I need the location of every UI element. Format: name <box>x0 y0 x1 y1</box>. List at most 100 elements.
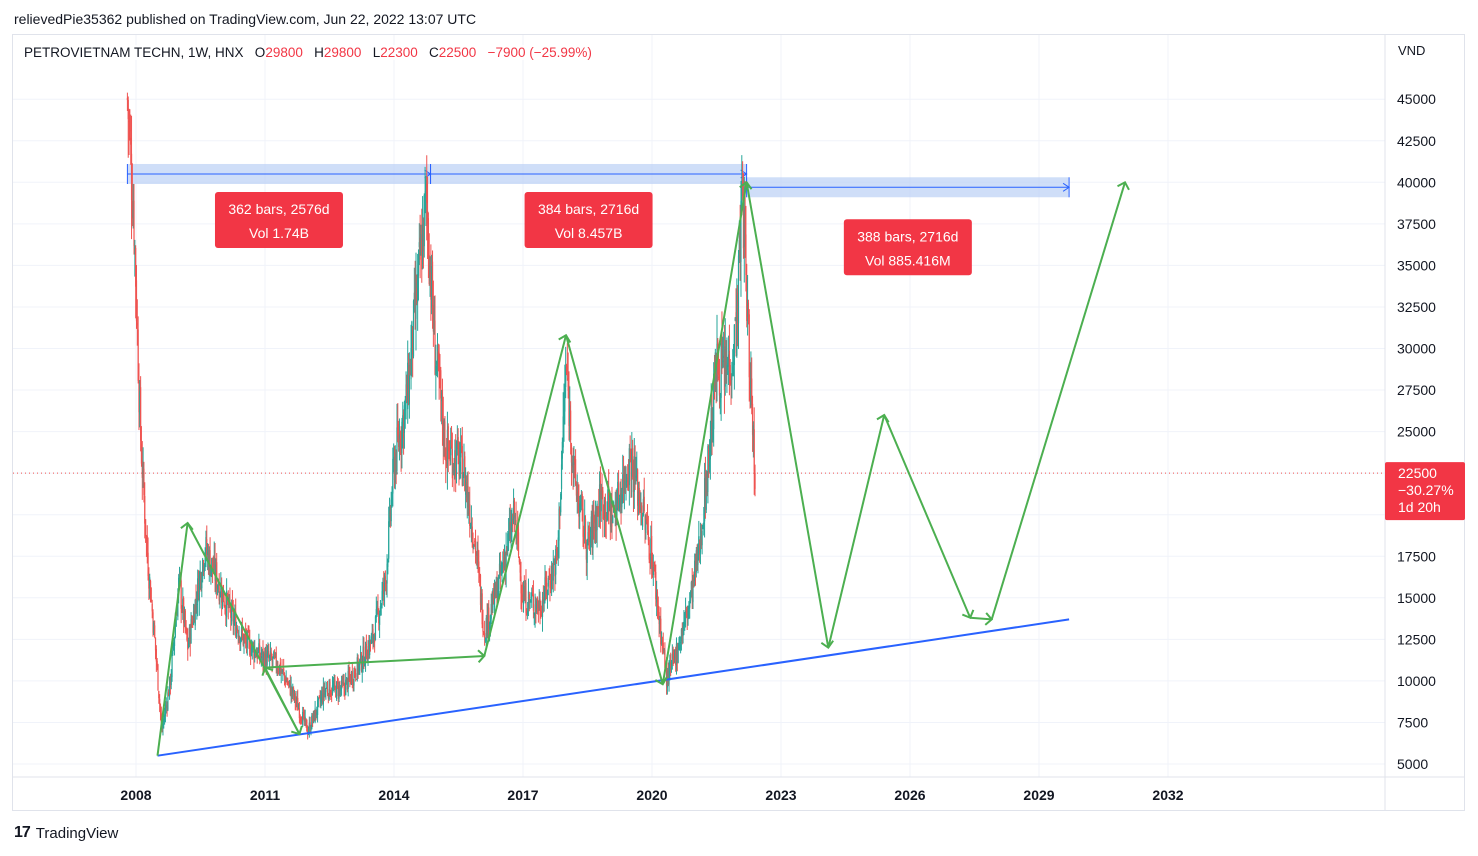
candle-body <box>628 448 630 486</box>
candle-body <box>144 496 146 524</box>
candle-body <box>608 502 611 504</box>
candle-body <box>332 686 334 688</box>
y-tick-label: 30000 <box>1397 341 1436 357</box>
candle-body <box>221 588 223 603</box>
candle-body <box>287 682 289 684</box>
range-volume-text: Vol 1.74B <box>249 225 309 241</box>
candle-body <box>475 553 477 556</box>
candle-body <box>383 583 385 591</box>
support-trendline <box>157 618 1070 757</box>
candle-body <box>456 439 458 449</box>
candle-body <box>265 651 267 667</box>
candle-body <box>173 637 176 646</box>
history-zigzag-segment <box>264 649 486 669</box>
candle-body <box>290 685 292 696</box>
candle-body <box>754 472 756 489</box>
candle-body <box>420 234 422 256</box>
candle-body <box>531 594 534 596</box>
candle-body <box>579 504 581 514</box>
candle-body <box>138 382 140 413</box>
candle-body <box>230 603 233 622</box>
candle-body <box>746 299 749 318</box>
candle-body <box>555 549 557 575</box>
candle-body <box>603 515 605 519</box>
candle-body <box>685 609 687 613</box>
candle-body <box>552 565 554 581</box>
candle-body <box>154 637 157 651</box>
candle-body <box>526 611 528 615</box>
chart-frame[interactable] <box>12 34 1465 811</box>
candle-body <box>398 435 400 447</box>
candle-body <box>299 716 301 718</box>
candle-body <box>379 606 382 613</box>
candle-body <box>262 647 264 663</box>
candle-body <box>675 648 677 666</box>
candle-body <box>308 723 310 731</box>
candle-body <box>493 583 496 608</box>
candle-body <box>498 574 500 593</box>
candle-body <box>680 629 683 641</box>
candle-body <box>619 493 621 497</box>
candle-body <box>622 474 624 490</box>
candle-body <box>171 654 173 678</box>
candle-body <box>571 462 573 466</box>
candle-body <box>331 693 333 695</box>
candle-body <box>436 344 439 366</box>
candle-body <box>424 191 426 198</box>
candle-body <box>752 425 754 437</box>
projection-zigzag-segment <box>745 182 834 650</box>
candle-body <box>500 565 502 573</box>
candle-body <box>720 342 722 398</box>
candle-body <box>709 440 711 460</box>
candle-body <box>574 459 577 485</box>
candle-body <box>483 632 485 634</box>
candle-body <box>278 664 281 674</box>
candle-body <box>351 671 353 684</box>
candle-body <box>181 609 183 611</box>
candle-body <box>539 598 541 615</box>
candle-body <box>166 705 168 708</box>
candle-body <box>435 365 437 375</box>
candle-body <box>293 691 296 697</box>
candle-body <box>506 547 508 552</box>
candle-body <box>162 724 164 729</box>
currency-label: VND <box>1398 43 1426 58</box>
candle-body <box>401 421 403 454</box>
candle-body <box>231 600 234 609</box>
candle-body <box>129 130 131 132</box>
candle-body <box>393 457 396 481</box>
candle-body <box>133 200 135 246</box>
candle-body <box>335 687 337 698</box>
candle-body <box>604 497 606 520</box>
candle-body <box>465 482 468 493</box>
candle-body <box>373 635 375 642</box>
candle-body <box>211 557 214 570</box>
candle-body <box>450 447 452 456</box>
candle-body <box>740 201 742 262</box>
candle-body <box>314 708 316 723</box>
candle-body <box>243 636 245 645</box>
candle-body <box>126 97 128 101</box>
candle-body <box>169 676 171 688</box>
candle-body <box>669 663 671 671</box>
candle-body <box>689 600 691 608</box>
candle-body <box>629 450 631 455</box>
candle-body <box>471 526 473 540</box>
candle-body <box>599 480 601 516</box>
candle-body <box>662 642 664 650</box>
candle-body <box>478 561 480 570</box>
candle-body <box>554 560 556 577</box>
candle-body <box>396 427 398 471</box>
candle-body <box>234 613 236 618</box>
candle-body <box>390 499 392 522</box>
candle-body <box>507 533 509 552</box>
candle-body <box>418 242 420 248</box>
candle-body <box>400 444 402 448</box>
candle-body <box>751 378 753 401</box>
candle-body <box>205 537 207 554</box>
tradingview-logo-icon[interactable]: 17 <box>14 824 31 841</box>
candle-body <box>194 600 196 626</box>
candle-body <box>624 467 626 482</box>
candle-body <box>517 532 520 555</box>
